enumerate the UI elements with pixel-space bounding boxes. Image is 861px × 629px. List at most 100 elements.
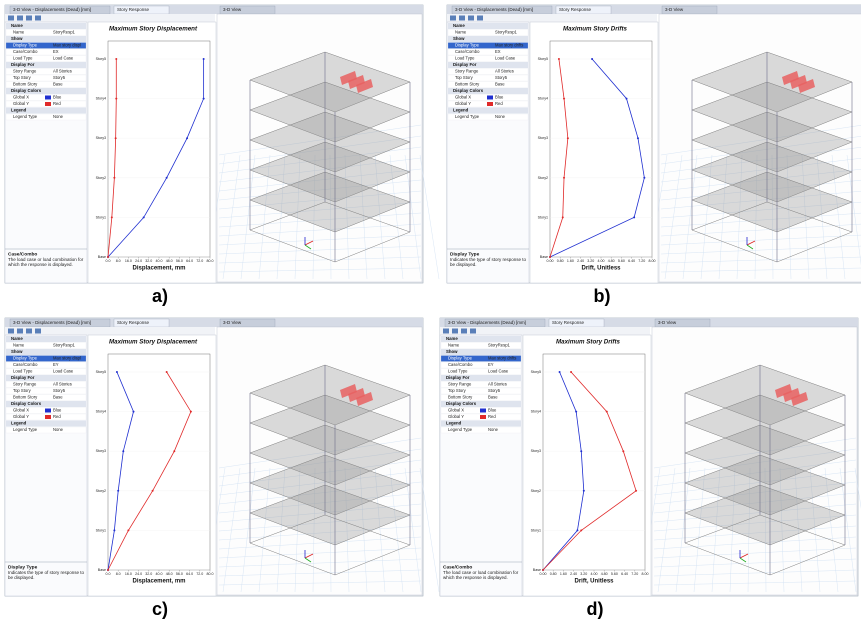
three-d-view [647, 14, 861, 282]
toolbar-button[interactable] [26, 16, 32, 21]
chart-title: Maximum Story Displacement [109, 26, 198, 33]
property-value: Base [495, 82, 505, 87]
data-point [542, 569, 544, 571]
toolbar-button[interactable] [8, 329, 14, 334]
x-tick-label: 0.0 [106, 572, 111, 576]
y-tick-label: Story1 [96, 528, 106, 532]
data-point [166, 371, 168, 373]
property-value: Red [53, 101, 61, 106]
data-point [626, 98, 628, 100]
three-d-view [205, 327, 439, 595]
tab-label: Story Response [559, 7, 592, 12]
panel-label: b) [594, 286, 611, 306]
property-value: Max story drifts [488, 356, 516, 361]
property-name: Name [455, 30, 467, 35]
help-box: The load case or load combination for wh… [8, 257, 86, 279]
tab-label: Story Response [117, 7, 150, 12]
three-d-view [205, 14, 439, 282]
section-title: Name [11, 23, 23, 28]
data-point [133, 411, 135, 413]
toolbar-button[interactable] [26, 329, 32, 334]
tab-label: 3-D View [223, 320, 242, 325]
y-tick-label: Story1 [531, 528, 541, 532]
section-title: Display Colors [446, 401, 477, 406]
toolbar-button[interactable] [470, 329, 476, 334]
toolbar-button[interactable] [35, 329, 41, 334]
data-point [122, 450, 124, 452]
toolbar-button[interactable] [459, 16, 465, 21]
x-tick-label: 3.20 [587, 259, 594, 263]
data-point [173, 450, 175, 452]
help-text: The load case or load combination for wh… [8, 257, 86, 268]
property-value: Blue [488, 408, 497, 413]
toolbar-button[interactable] [17, 329, 23, 334]
property-value: EX [495, 49, 501, 54]
x-tick-label: 5.60 [618, 259, 625, 263]
y-tick-label: Base [98, 255, 106, 259]
property-value: Max story displ [53, 43, 81, 48]
color-swatch [487, 102, 493, 106]
section-title: Display Colors [453, 88, 484, 93]
tab-label: 3-D View [665, 7, 684, 12]
color-swatch [45, 102, 51, 106]
y-tick-label: Base [540, 255, 548, 259]
toolbar-button[interactable] [450, 16, 456, 21]
help-text: Indicates the type of story response to … [8, 570, 86, 581]
panel-label: a) [152, 286, 168, 306]
data-point [116, 371, 118, 373]
y-tick-label: Story3 [96, 449, 106, 453]
property-name: Global X [13, 95, 29, 100]
data-point [567, 137, 569, 139]
property-name: Legend Type [13, 427, 38, 432]
x-axis-label: Drift, Unitless [581, 266, 621, 272]
data-point [143, 216, 145, 218]
toolbar-button[interactable] [17, 16, 23, 21]
x-tick-label: 64.0 [186, 259, 193, 263]
data-point [558, 58, 560, 60]
toolbar-button[interactable] [35, 16, 41, 21]
property-name: Top Story [448, 388, 467, 393]
x-tick-label: 48.0 [166, 572, 173, 576]
x-tick-label: 72.0 [196, 259, 203, 263]
toolbar-button[interactable] [461, 329, 467, 334]
data-point [633, 216, 635, 218]
data-point [115, 137, 117, 139]
y-tick-label: Story5 [96, 57, 106, 61]
panel-label: d) [587, 599, 604, 619]
x-tick-label: 32.0 [145, 572, 152, 576]
x-tick-label: 40.0 [156, 572, 163, 576]
x-tick-label: 8.0 [116, 572, 121, 576]
property-value: Red [53, 414, 61, 419]
property-value: None [53, 114, 64, 119]
x-tick-label: 0.00 [547, 259, 554, 263]
data-point [563, 177, 565, 179]
toolbar-button[interactable] [443, 329, 449, 334]
property-value: Load Case [495, 56, 516, 61]
x-tick-label: 24.0 [135, 259, 142, 263]
property-value: Red [495, 101, 503, 106]
toolbar-button[interactable] [452, 329, 458, 334]
toolbar-button[interactable] [8, 16, 14, 21]
property-value: Max story displ [53, 356, 81, 361]
property-name: Global Y [455, 101, 471, 106]
toolbar-button[interactable] [468, 16, 474, 21]
property-value: StoryResp1 [53, 30, 76, 35]
tab-label: 3-D View [223, 7, 242, 12]
property-value: StoryResp1 [53, 343, 76, 348]
data-point [622, 450, 624, 452]
tab-label: 3-D View - Displacements (Dead) [mm] [13, 7, 91, 12]
tab-label: 3-D View [658, 320, 677, 325]
x-tick-label: 8.00 [649, 259, 656, 263]
tab-label: 3-D View - Displacements (Dead) [mm] [13, 320, 91, 325]
color-swatch [487, 96, 493, 100]
data-point [563, 98, 565, 100]
data-point [152, 490, 154, 492]
section-title: Name [453, 23, 465, 28]
x-tick-label: 6.40 [628, 259, 635, 263]
section-title: Display For [446, 375, 470, 380]
data-point [113, 529, 115, 531]
property-name: Story Range [448, 382, 472, 387]
data-point [580, 450, 582, 452]
x-tick-label: 2.40 [577, 259, 584, 263]
toolbar-button[interactable] [477, 16, 483, 21]
